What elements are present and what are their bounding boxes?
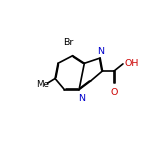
- Text: N: N: [78, 94, 85, 103]
- Text: Br: Br: [63, 38, 73, 47]
- Text: O: O: [111, 88, 118, 97]
- Text: Me: Me: [36, 80, 49, 90]
- Text: OH: OH: [125, 59, 139, 68]
- Text: N: N: [97, 47, 104, 56]
